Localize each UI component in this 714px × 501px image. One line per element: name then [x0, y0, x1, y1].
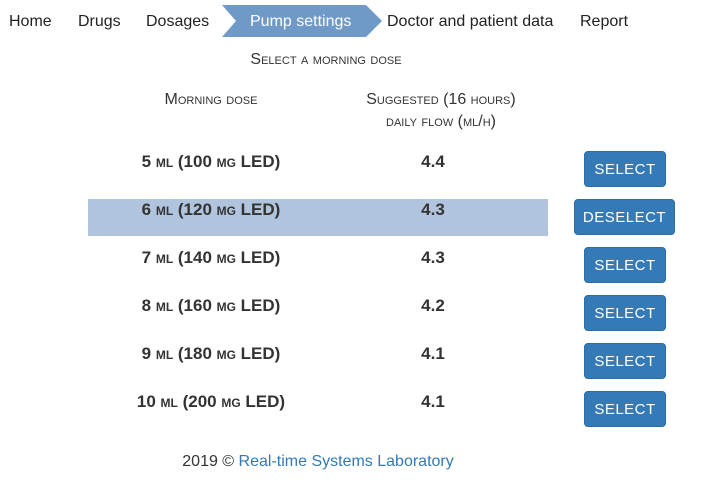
select-button[interactable]: SELECT: [584, 295, 666, 331]
dose-cell: 6 ml (120 mg LED): [141, 200, 281, 219]
flow-cell: 4.3: [421, 200, 445, 219]
flow-cell: 4.2: [421, 296, 445, 315]
dose-row: 8 ml (160 mg LED) 4.2 SELECT: [0, 281, 714, 331]
select-button[interactable]: SELECT: [584, 343, 666, 379]
dose-cell: 7 ml (140 mg LED): [141, 248, 281, 267]
dose-row: 6 ml (120 mg LED) 4.3 DESELECT: [0, 185, 714, 236]
select-button[interactable]: SELECT: [584, 247, 666, 283]
dose-row: 10 ml (200 mg LED) 4.1 SELECT: [0, 377, 714, 427]
row-highlight: [88, 199, 548, 236]
flow-cell: 4.1: [421, 392, 445, 411]
dose-cell: 10 ml (200 mg LED): [136, 392, 286, 411]
column-header-flow-line1: Suggested (16 hours): [366, 91, 516, 108]
nav-pump-settings[interactable]: Pump settings: [222, 5, 382, 37]
nav-pump-settings-label: Pump settings: [250, 13, 352, 30]
footer-copyright: 2019 ©: [182, 453, 235, 470]
footer: 2019 © Real-time Systems Laboratory: [0, 452, 636, 472]
deselect-button[interactable]: DESELECT: [574, 199, 675, 235]
column-header-dose: Morning dose: [164, 91, 258, 108]
dose-cell: 8 ml (160 mg LED): [141, 296, 281, 315]
nav-report[interactable]: Report: [580, 13, 629, 30]
select-button[interactable]: SELECT: [584, 151, 666, 187]
nav-drugs[interactable]: Drugs: [78, 13, 121, 30]
footer-lab-link[interactable]: Real-time Systems Laboratory: [238, 453, 454, 470]
select-button[interactable]: SELECT: [584, 391, 666, 427]
dose-cell: 5 ml (100 mg LED): [141, 152, 281, 171]
column-header-flow: Suggested (16 hours) daily flow (ml/h): [330, 89, 552, 133]
dose-row: 5 ml (100 mg LED) 4.4 SELECT: [0, 137, 714, 187]
flow-cell: 4.3: [421, 248, 445, 267]
nav-dosages[interactable]: Dosages: [146, 13, 210, 30]
dose-row: 9 ml (180 mg LED) 4.1 SELECT: [0, 329, 714, 379]
page-heading: Select a morning dose: [250, 51, 402, 68]
nav-doctor-patient-data[interactable]: Doctor and patient data: [387, 13, 554, 30]
flow-cell: 4.1: [421, 344, 445, 363]
dose-row: 7 ml (140 mg LED) 4.3 SELECT: [0, 233, 714, 283]
dose-cell: 9 ml (180 mg LED): [141, 344, 281, 363]
nav-active-arrow: [222, 5, 382, 37]
flow-cell: 4.4: [421, 152, 445, 171]
nav-home[interactable]: Home: [9, 13, 52, 30]
column-header-flow-line2: daily flow (ml/h): [386, 113, 496, 130]
top-navigation: Home Drugs Dosages Pump settings Doctor …: [0, 0, 714, 42]
